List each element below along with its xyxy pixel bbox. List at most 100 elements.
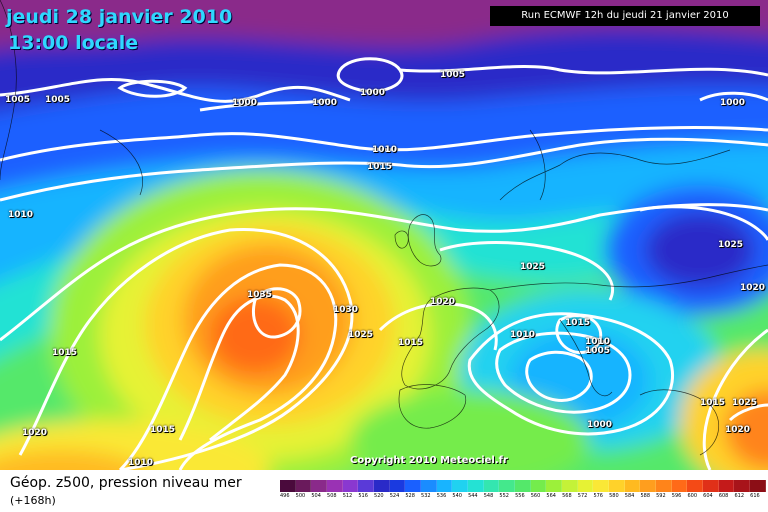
isobar-label: 1010 (372, 145, 398, 155)
isobar-label: 1000 (232, 98, 258, 108)
scale-swatch: 592 (656, 480, 672, 499)
scale-label: 572 (577, 493, 588, 499)
forecast-time: 13:00 locale (8, 32, 139, 54)
isobar-label: 1000 (720, 98, 746, 108)
scale-label: 520 (374, 493, 384, 499)
scale-label: 584 (624, 493, 635, 499)
scale-label: 580 (609, 493, 619, 499)
isobar-label: 1010 (510, 330, 536, 340)
scale-swatch: 532 (421, 480, 437, 499)
isobar-label: 1015 (52, 348, 78, 358)
scale-swatch: 556 (515, 480, 531, 499)
isobar-label: 1020 (22, 428, 48, 438)
isobar-label: 1005 (5, 95, 31, 105)
model-run-info: Run ECMWF 12h du jeudi 21 janvier 2010 (490, 6, 760, 26)
legend-footer: Géop. z500, pression niveau mer (+168h) … (0, 470, 768, 512)
scale-swatch: 564 (546, 480, 563, 499)
coastlines (0, 0, 768, 456)
scale-label: 500 (295, 493, 306, 499)
scale-label: 560 (530, 493, 541, 499)
scale-swatch: 584 (624, 480, 641, 499)
scale-swatch: 516 (358, 480, 375, 499)
isobar-label: 1005 (45, 95, 71, 105)
legend-title: Géop. z500, pression niveau mer (10, 475, 242, 491)
scale-label: 556 (515, 493, 525, 499)
scale-swatch: 604 (703, 480, 719, 499)
copyright-notice: Copyright 2010 Meteociel.fr (350, 455, 508, 466)
scale-label: 532 (421, 493, 431, 499)
scale-swatch: 524 (389, 480, 406, 499)
scale-label: 548 (483, 493, 494, 499)
isobar-label: 1030 (333, 305, 359, 315)
isobar-label: 1000 (312, 98, 338, 108)
isobars (0, 57, 768, 470)
color-scale: 496 500 504 508 512 516 520 524 528 532 536 540 544 5… (280, 480, 766, 502)
forecast-date: jeudi 28 janvier 2010 (6, 6, 233, 28)
scale-swatch: 568 (562, 480, 578, 499)
scale-swatch: 616 (750, 480, 766, 499)
isobar-label: 1010 (8, 210, 34, 220)
isobar-label: 1025 (520, 262, 546, 272)
scale-swatch: 552 (499, 480, 516, 499)
forecast-map: 1005 1005 1000 1000 1000 1005 1000 1010 1015 1010… (0, 0, 768, 470)
scale-swatch: 540 (452, 480, 469, 499)
scale-swatch: 504 (311, 480, 328, 499)
scale-label: 588 (640, 493, 650, 499)
scale-label: 528 (405, 493, 415, 499)
scale-swatch: 576 (593, 480, 610, 499)
isobar-label: 1005 (585, 346, 611, 356)
isobar-label: 1015 (700, 398, 726, 408)
scale-label: 612 (734, 493, 745, 499)
geopotential-field (0, 0, 768, 470)
scale-label: 568 (562, 493, 572, 499)
scale-label: 564 (546, 493, 556, 499)
scale-swatch: 612 (734, 480, 751, 499)
scale-label: 616 (750, 493, 760, 499)
isobar-label: 1020 (740, 283, 766, 293)
isobar-label: 1000 (360, 88, 386, 98)
scale-swatch: 588 (640, 480, 657, 499)
scale-swatch: 596 (671, 480, 688, 499)
scale-label: 544 (468, 493, 478, 499)
scale-label: 536 (436, 493, 447, 499)
scale-swatch: 520 (374, 480, 390, 499)
scale-swatch: 560 (530, 480, 547, 499)
scale-swatch: 500 (295, 480, 312, 499)
scale-label: 576 (593, 493, 603, 499)
scale-label: 496 (280, 493, 290, 499)
scale-label: 600 (687, 493, 698, 499)
scale-swatch: 512 (342, 480, 359, 499)
scale-label: 512 (342, 493, 353, 499)
scale-label: 604 (703, 493, 713, 499)
scale-label: 540 (452, 493, 462, 499)
isobar-label: 1000 (587, 420, 613, 430)
isobar-label: 1015 (398, 338, 424, 348)
isobar-label: 1020 (725, 425, 751, 435)
scale-label: 592 (656, 493, 666, 499)
isobar-label: 1025 (348, 330, 374, 340)
scale-label: 608 (718, 493, 729, 499)
isobar-label: 1015 (565, 318, 591, 328)
legend-subtitle: (+168h) (10, 494, 56, 507)
scale-swatch: 572 (577, 480, 594, 499)
scale-label: 524 (389, 493, 400, 499)
scale-swatch: 544 (468, 480, 484, 499)
scale-label: 504 (311, 493, 321, 499)
isobar-label: 1005 (440, 70, 466, 80)
isobar-label: 1015 (367, 162, 393, 172)
scale-label: 508 (327, 493, 337, 499)
scale-swatch: 548 (483, 480, 500, 499)
isobar-label: 1025 (732, 398, 758, 408)
isobar-label: 1010 (128, 458, 154, 468)
scale-label: 552 (499, 493, 509, 499)
scale-swatch: 536 (436, 480, 453, 499)
isobar-label: 1010 (585, 337, 611, 347)
scale-swatch: 496 (280, 480, 296, 499)
isobar-label: 1015 (150, 425, 176, 435)
scale-swatch: 528 (405, 480, 422, 499)
scale-swatch: 608 (718, 480, 735, 499)
scale-swatch: 508 (327, 480, 343, 499)
scale-swatch: 580 (609, 480, 625, 499)
scale-label: 516 (358, 493, 368, 499)
isobar-label: 1025 (718, 240, 744, 250)
